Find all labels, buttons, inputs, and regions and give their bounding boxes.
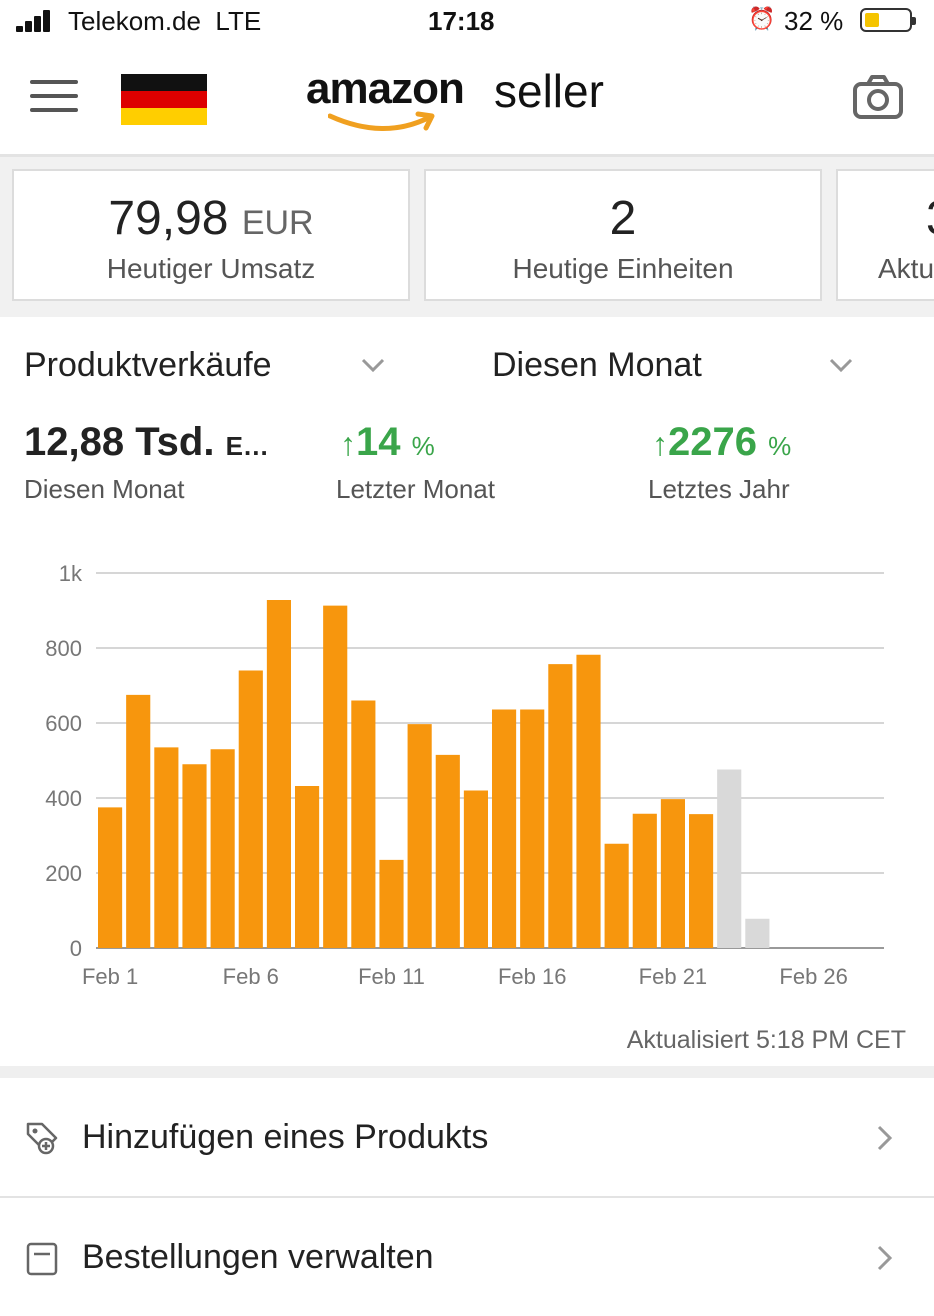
bar xyxy=(576,654,601,948)
bar xyxy=(98,807,123,948)
chevron-down-icon[interactable] xyxy=(360,352,386,378)
bar xyxy=(126,694,151,948)
alarm-clock-icon: ⏰ xyxy=(748,6,776,31)
x-tick-label: Feb 21 xyxy=(639,964,708,989)
signal-strength-icon xyxy=(16,10,58,32)
metric-selector[interactable]: Produktverkäufe xyxy=(24,346,272,384)
menu-item-label: Hinzufügen eines Produkts xyxy=(82,1118,489,1156)
bar xyxy=(660,799,685,948)
battery-icon xyxy=(860,8,916,32)
period-selector[interactable]: Diesen Monat xyxy=(492,346,702,384)
clock: 17:18 xyxy=(428,6,495,36)
bar xyxy=(182,764,207,948)
carrier-label: Telekom.de LTE xyxy=(68,6,262,36)
kpi-value: 2 xyxy=(609,192,637,245)
germany-flag-icon[interactable] xyxy=(121,74,207,125)
amazon-smile-icon xyxy=(328,111,435,131)
y-tick-label: 600 xyxy=(45,711,82,736)
y-tick-label: 1k xyxy=(59,561,83,586)
menu-item-label: Bestellungen verwalten xyxy=(82,1238,434,1276)
kpi-label: Aktu xyxy=(878,253,934,284)
arrow-up-icon: ↑ xyxy=(340,426,356,462)
month-total-value: 12,88 Tsd. E… xyxy=(24,420,269,464)
change-last-year: ↑2276 % xyxy=(652,420,792,464)
status-bar: Telekom.de LTE 17:18 ⏰ 32 % xyxy=(0,0,934,44)
kpi-value: 79,98 EUR xyxy=(108,192,314,245)
kpi-card-partial[interactable]: 3 Aktu xyxy=(836,169,934,301)
x-tick-label: Feb 11 xyxy=(358,964,425,989)
change-last-month: ↑14 % xyxy=(340,420,435,464)
bar xyxy=(295,786,320,948)
bar xyxy=(351,700,376,948)
arrow-up-icon: ↑ xyxy=(652,426,668,462)
kpi-cards-strip[interactable]: 79,98 EUR Heutiger Umsatz 2 Heutige Einh… xyxy=(0,157,934,317)
menu-item-orders[interactable]: Bestellungen verwalten xyxy=(0,1198,934,1316)
amazon-seller-logo: amazon seller xyxy=(300,64,640,144)
y-tick-label: 200 xyxy=(45,861,82,886)
orders-icon xyxy=(26,1242,58,1276)
kpi-value: 3 xyxy=(926,191,934,246)
x-tick-label: Feb 16 xyxy=(498,964,567,989)
bar xyxy=(323,605,348,948)
change-last-year-label: Letztes Jahr xyxy=(648,474,790,504)
bar xyxy=(689,814,714,948)
change-last-month-label: Letzter Monat xyxy=(336,474,495,504)
x-tick-label: Feb 1 xyxy=(82,964,138,989)
chevron-down-icon[interactable] xyxy=(828,352,854,378)
last-updated-text: Aktualisiert 5:18 PM CET xyxy=(626,1026,906,1054)
bar xyxy=(210,749,235,948)
hamburger-menu-icon[interactable] xyxy=(30,80,78,116)
battery-percentage: 32 % xyxy=(784,6,844,36)
kpi-label: Heutiger Umsatz xyxy=(106,253,316,284)
kpi-card-sales[interactable]: 79,98 EUR Heutiger Umsatz xyxy=(12,169,410,301)
bar xyxy=(520,709,545,948)
bar xyxy=(435,754,460,948)
camera-icon[interactable] xyxy=(852,74,904,120)
bar xyxy=(463,790,488,948)
y-tick-label: 800 xyxy=(45,636,82,661)
kpi-card-units[interactable]: 2 Heutige Einheiten xyxy=(424,169,822,301)
bar xyxy=(407,724,432,948)
bar xyxy=(492,709,517,948)
x-tick-label: Feb 26 xyxy=(779,964,848,989)
bar xyxy=(632,813,657,948)
menu-item-add-product[interactable]: Hinzufügen eines Produkts xyxy=(0,1078,934,1196)
bar xyxy=(604,843,629,948)
y-tick-label: 0 xyxy=(70,936,82,961)
bar xyxy=(717,769,742,948)
kpi-label: Heutige Einheiten xyxy=(512,253,734,284)
row-divider xyxy=(0,1196,934,1198)
section-divider xyxy=(0,1066,934,1078)
chevron-right-icon xyxy=(877,1125,893,1151)
x-tick-label: Feb 6 xyxy=(223,964,279,989)
bar xyxy=(266,600,291,948)
sales-bar-chart[interactable]: 0 200 400 600 800 1k Feb 1 Feb 6 Feb 11 Feb 16 Feb… xyxy=(0,550,934,1000)
app-header: amazon seller xyxy=(0,44,934,157)
bar xyxy=(548,664,573,948)
chevron-right-icon xyxy=(877,1245,893,1271)
y-tick-label: 400 xyxy=(45,786,82,811)
add-product-tag-icon xyxy=(26,1122,58,1155)
bar xyxy=(154,747,179,948)
bar xyxy=(379,859,404,948)
month-total-label: Diesen Monat xyxy=(24,474,185,504)
bar xyxy=(745,918,770,948)
bar xyxy=(238,670,263,948)
